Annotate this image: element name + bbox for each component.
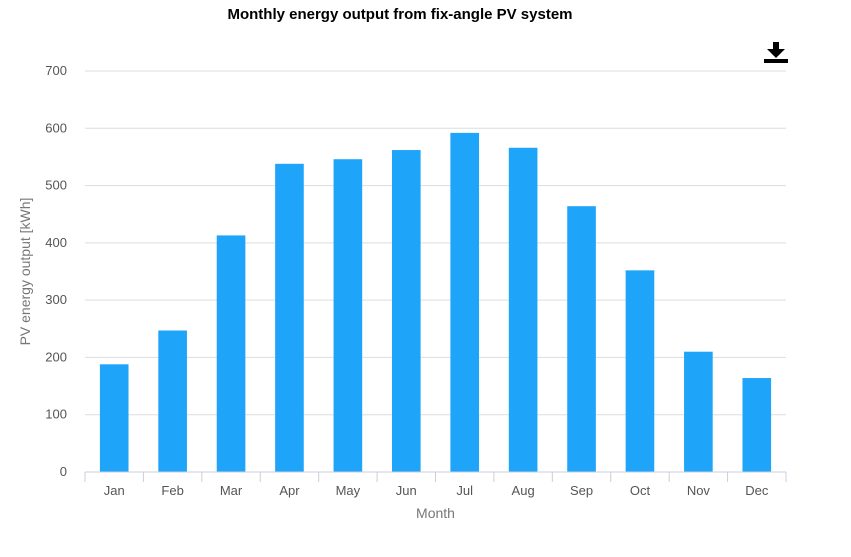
y-tick-label: 200 [45,349,67,364]
x-tick-label: Oct [630,483,651,498]
bar-jun[interactable] [391,150,421,472]
y-tick-label: 600 [45,120,67,135]
x-axis-title: Month [416,505,455,521]
x-tick-label: Aug [512,483,535,498]
bar-mar[interactable] [216,235,246,472]
bar-jan[interactable] [99,364,129,472]
bar-aug[interactable] [508,147,538,472]
y-tick-label: 500 [45,178,67,193]
x-tick-label: Jun [396,483,417,498]
axis-labels: 0 100 200 300 400 500 600 700 Jan Feb Mar Apr May Jun… [17,63,769,521]
bar-jul[interactable] [450,132,480,472]
y-tick-label: 700 [45,63,67,78]
y-tick-label: 400 [45,235,67,250]
x-tick-label: Jan [104,483,125,498]
x-tick-label: Feb [161,483,183,498]
y-tick-label: 300 [45,292,67,307]
bar-nov[interactable] [684,351,713,472]
bar-sep[interactable] [567,206,596,473]
bars [99,132,772,473]
grid-lines [85,70,786,416]
bar-oct[interactable] [625,270,655,472]
y-tick-label: 100 [45,407,67,422]
x-tick-label: Jul [456,483,473,498]
chart-title: Monthly energy output from fix-angle PV … [227,6,573,23]
x-tick-label: Apr [279,483,300,498]
x-tick-label: Mar [220,483,243,498]
y-axis-title: PV energy output [kWh] [17,198,33,346]
download-button[interactable] [763,40,789,64]
x-tick-label: Dec [745,483,769,498]
bar-feb[interactable] [158,330,187,472]
bar-may[interactable] [333,159,363,472]
x-tick-label: May [336,483,361,498]
x-tick-label: Nov [687,483,711,498]
y-tick-label: 0 [60,464,67,479]
axes [84,471,787,482]
download-icon [764,42,788,63]
bar-apr[interactable] [275,163,304,472]
x-tick-label: Sep [570,483,593,498]
bar-dec[interactable] [742,378,772,472]
